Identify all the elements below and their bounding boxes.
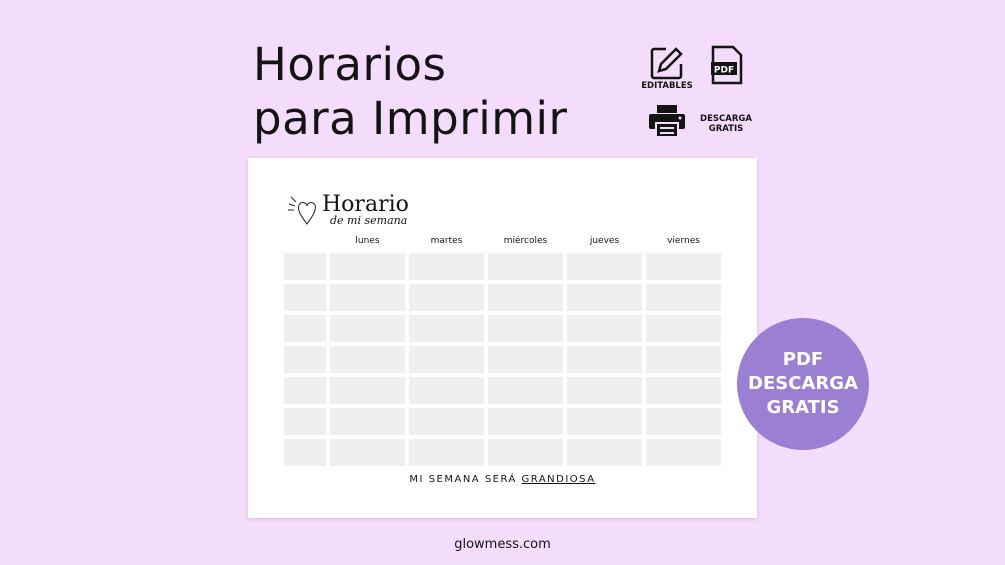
schedule-cell [488,408,563,435]
schedule-cell [409,408,484,435]
schedule-cell [330,284,405,311]
schedule-cell [488,346,563,373]
schedule-cell [646,253,721,280]
schedule-cell [409,315,484,342]
editables-label: EDITABLES [641,81,693,91]
day-header: lunes [355,236,380,246]
schedule-cell [330,253,405,280]
schedule-cell [646,408,721,435]
headline-line2: para Imprimir [253,92,568,145]
site-url: glowmess.com [454,537,551,552]
edit-icon [650,47,683,80]
schedule-cell [488,377,563,404]
schedule-cell [488,315,563,342]
schedule-cell [488,439,563,466]
schedule-cell [567,439,642,466]
schedule-cell [646,315,721,342]
headline: Horarios para Imprimir [253,38,568,146]
schedule-cell [330,377,405,404]
time-cell [284,346,326,373]
schedule-cell [488,253,563,280]
schedule-cell [488,284,563,311]
schedule-cell [567,377,642,404]
headline-line1: Horarios [253,38,447,91]
schedule-cell [567,253,642,280]
free-download-badge: PDF DESCARGA GRATIS [737,318,869,450]
day-header: miércoles [503,236,548,246]
schedule-cell [330,315,405,342]
schedule-cell [646,377,721,404]
schedule-cell [567,284,642,311]
schedule-cell [646,284,721,311]
schedule-cell [567,408,642,435]
schedule-title: Horario [322,192,409,217]
day-header: martes [430,236,463,246]
schedule-subtitle: de mi semana [330,214,408,227]
svg-text:PDF: PDF [714,66,734,76]
schedule-cell [330,408,405,435]
schedule-cell [567,315,642,342]
schedule-cell [646,439,721,466]
pdf-file-icon: PDF [711,45,743,85]
schedule-cell [567,346,642,373]
schedule-cell [409,439,484,466]
time-cell [284,253,326,280]
time-cell [284,408,326,435]
printer-icon [649,105,685,138]
schedule-cell [330,346,405,373]
motto: MI SEMANA SERÁ GRANDIOSA [409,474,596,485]
time-cell [284,315,326,342]
descarga-gratis-label: DESCARGA GRATIS [700,114,752,134]
time-cell [284,439,326,466]
day-header: viernes [667,236,700,246]
schedule-cell [330,439,405,466]
schedule-cell [409,253,484,280]
schedule-cell [409,284,484,311]
schedule-cell [409,346,484,373]
schedule-cell [646,346,721,373]
heart-doodle-icon [288,196,316,225]
day-header: jueves [589,236,620,246]
time-cell [284,284,326,311]
schedule-cell [409,377,484,404]
time-cell [284,377,326,404]
